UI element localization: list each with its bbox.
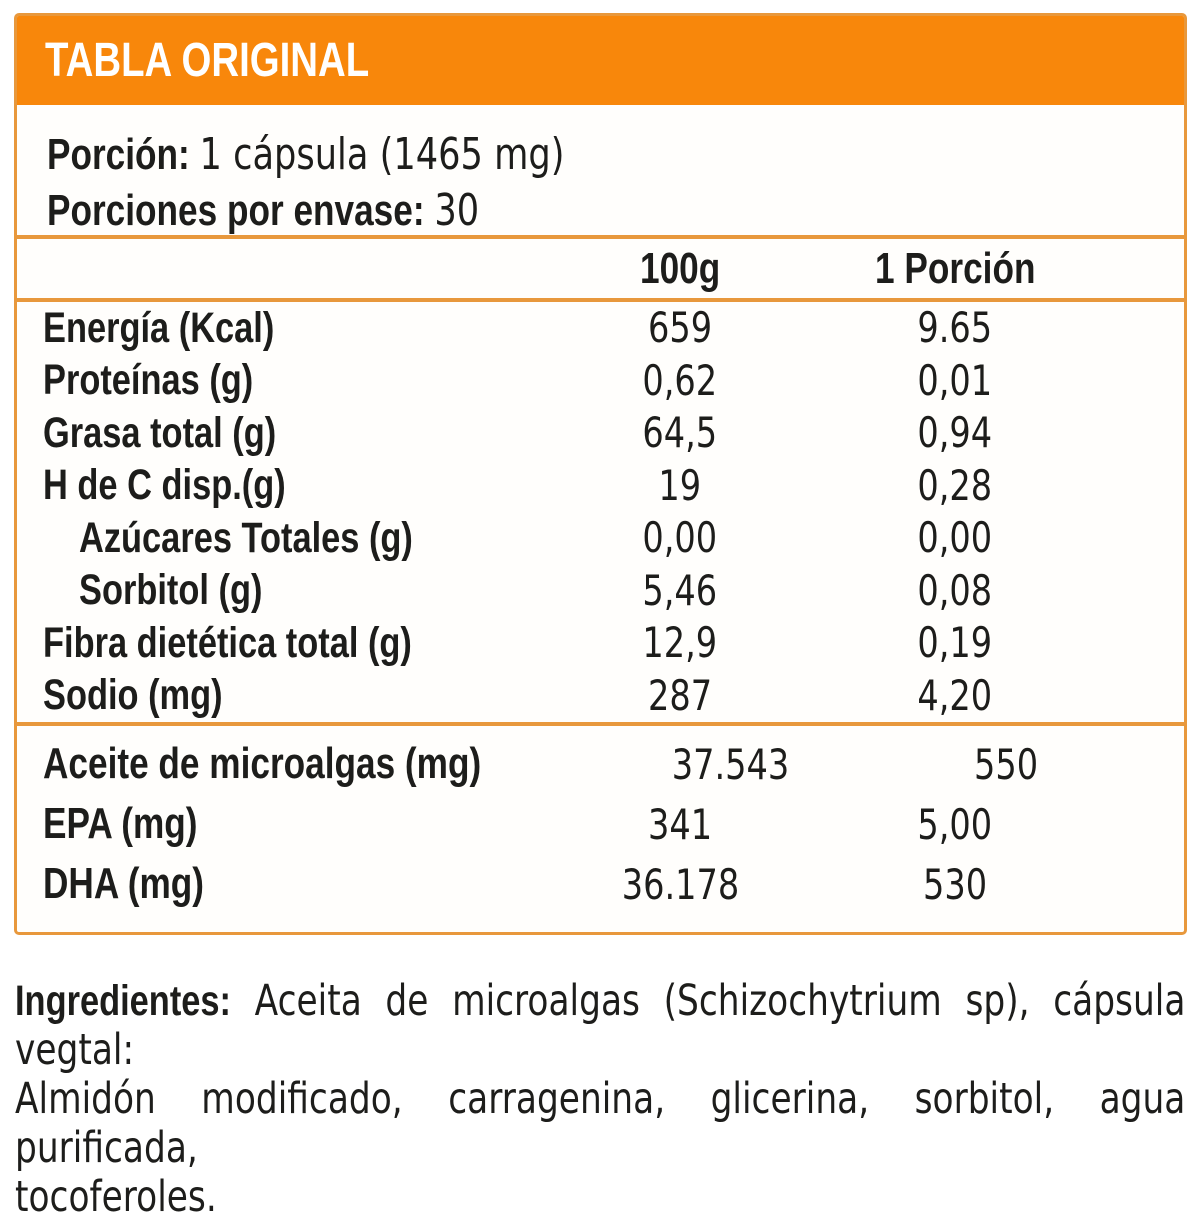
table-row: Energía (Kcal) 659 9.65 [17,302,1184,355]
serving-size-value: 1 cápsula (1465 mg) [199,129,565,180]
column-header-per-portion: 1 Porción [874,243,1036,293]
value-per-100g: 0,62 [642,355,718,405]
table-row: Aceite de microalgas (mg) 37.543 550 [17,734,1184,794]
nutrient-label: Grasa total (g) [43,408,277,457]
nutrient-label: DHA (mg) [43,859,204,908]
ingredients-text: Almidón modificado, carragenina, gliceri… [15,1074,1186,1173]
nutrient-label: Proteínas (g) [43,356,254,405]
column-header-row: 100g 1 Porción [17,239,1184,298]
nutrient-label: Sorbitol (g) [79,566,263,615]
serving-size-line: Porción: 1 cápsula (1465 mg) [47,127,1164,183]
table-row: Proteínas (g) 0,62 0,01 [17,355,1184,408]
table-title-bar: TABLA ORIGINAL [17,16,1184,105]
table-row: DHA (mg) 36.178 530 [17,854,1184,914]
ingredients-section: Ingredientes: Aceita de microalgas (Schi… [15,977,1185,1222]
nutrition-table-panel: TABLA ORIGINAL Porción: 1 cápsula (1465 … [14,13,1187,935]
table-row: Fibra dietética total (g) 12,9 0,19 [17,617,1184,670]
nutrient-label: Azúcares Totales (g) [79,513,413,562]
nutrient-label: EPA (mg) [43,799,198,848]
nutrient-label: Fibra dietética total (g) [43,618,412,667]
value-per-portion: 4,20 [917,670,993,720]
actives-section: Aceite de microalgas (mg) 37.543 550 EPA… [17,726,1184,914]
value-per-100g: 12,9 [642,618,718,668]
divider-top [17,235,1184,239]
value-per-100g: 64,5 [642,408,718,458]
table-row: H de C disp.(g) 19 0,28 [17,460,1184,513]
column-header-per100g: 100g [639,243,721,293]
value-per-100g: 37.543 [671,739,790,789]
value-per-100g: 19 [658,460,702,510]
value-per-100g: 36.178 [621,859,739,909]
nutrient-label: H de C disp.(g) [43,461,286,510]
value-per-100g: 341 [647,799,713,849]
nutrient-label: Aceite de microalgas (mg) [43,739,482,788]
value-per-portion: 5,00 [917,799,993,849]
value-per-100g: 5,46 [642,565,718,615]
nutrient-label: Energía (Kcal) [43,303,275,352]
table-row: Sorbitol (g) 5,46 0,08 [17,565,1184,618]
value-per-portion: 0,19 [917,618,993,668]
servings-per-container-line: Porciones por envase: 30 [47,183,1164,239]
serving-size-label: Porción: [47,130,190,179]
value-per-100g: 659 [647,303,713,353]
nutrient-label: Sodio (mg) [43,671,223,720]
serving-info: Porción: 1 cápsula (1465 mg) Porciones p… [17,105,1184,236]
value-per-portion: 0,00 [917,513,993,563]
servings-per-container-label: Porciones por envase: [47,186,425,235]
ingredients-text: tocoferoles. [15,1172,217,1222]
value-per-portion: 0,01 [917,355,993,405]
nutrient-table-body: Energía (Kcal) 659 9.65 Proteínas (g) 0,… [17,302,1184,722]
ingredients-line: Ingredientes: Aceita de microalgas (Schi… [15,977,1185,1075]
value-per-portion: 0,94 [917,408,993,458]
table-row: Grasa total (g) 64,5 0,94 [17,407,1184,460]
ingredients-label: Ingredientes: [15,977,231,1025]
value-per-portion: 0,08 [917,565,993,615]
ingredients-text: Aceita de microalgas (Schizochytrium sp)… [15,976,1186,1075]
value-per-100g: 0,00 [642,513,718,563]
servings-per-container-value: 30 [434,185,480,236]
divider-actives [17,722,1184,726]
value-per-portion: 0,28 [917,460,993,510]
value-per-portion: 9.65 [917,303,993,353]
divider-header [17,298,1184,302]
ingredients-line: tocoferoles. [15,1173,1185,1222]
table-row: Sodio (mg) 287 4,20 [17,670,1184,723]
value-per-portion: 530 [922,859,988,909]
table-row: EPA (mg) 341 5,00 [17,794,1184,854]
value-per-100g: 287 [647,670,713,720]
ingredients-line: Almidón modificado, carragenina, gliceri… [15,1075,1185,1173]
table-title: TABLA ORIGINAL [45,34,370,87]
table-row: Azúcares Totales (g) 0,00 0,00 [17,512,1184,565]
value-per-portion: 550 [973,739,1038,789]
